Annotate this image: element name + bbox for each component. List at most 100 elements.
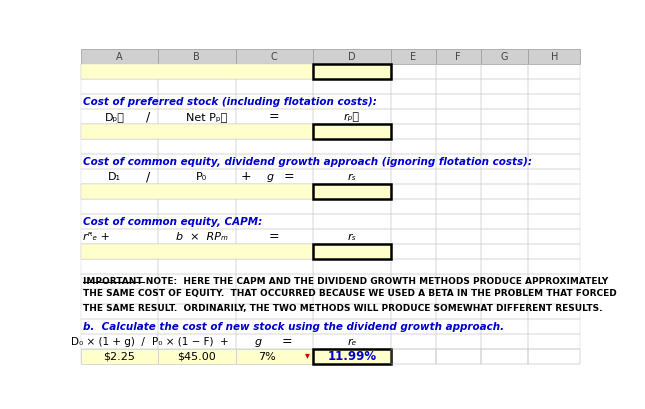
Bar (81, 124, 313, 139)
Bar (235, 349, 313, 364)
Text: /: / (146, 110, 150, 123)
Bar (481, 349, 528, 364)
Bar (235, 289, 313, 304)
Bar (528, 214, 580, 229)
Bar (81, 304, 158, 319)
Bar (528, 349, 580, 364)
Bar (81, 109, 158, 124)
Bar (391, 334, 435, 349)
Bar (528, 64, 580, 79)
Bar (435, 214, 481, 229)
Bar (158, 169, 235, 184)
Bar (158, 289, 235, 304)
Bar (81, 139, 158, 154)
Text: +: + (241, 170, 251, 183)
Bar (158, 334, 235, 349)
Bar (391, 319, 435, 334)
Bar (481, 154, 528, 169)
Bar (81, 199, 158, 214)
Bar (435, 349, 481, 364)
Text: rₛ: rₛ (348, 231, 356, 242)
Bar (158, 259, 235, 274)
Bar (158, 184, 235, 199)
Bar (435, 319, 481, 334)
Bar (528, 349, 580, 364)
Text: $2.25: $2.25 (103, 351, 135, 362)
Bar (81, 184, 313, 199)
Bar (391, 229, 435, 244)
Text: D: D (348, 52, 355, 62)
Bar (528, 319, 580, 334)
Bar (313, 64, 390, 79)
Bar (481, 79, 528, 94)
Bar (528, 334, 580, 349)
Bar (158, 139, 235, 154)
Bar (81, 94, 158, 109)
Bar (81, 169, 158, 184)
Text: =: = (269, 110, 280, 123)
Bar (235, 229, 313, 244)
Bar (528, 199, 580, 214)
Text: Dₚ⁦: Dₚ⁦ (104, 112, 124, 121)
Bar (235, 139, 313, 154)
Bar (313, 124, 390, 139)
Bar (435, 304, 481, 319)
Bar (528, 154, 580, 169)
Bar (528, 94, 580, 109)
Text: F: F (455, 52, 461, 62)
Bar (481, 274, 528, 289)
Bar (391, 64, 435, 79)
Text: 11.99%: 11.99% (327, 350, 377, 363)
Bar (528, 49, 580, 64)
Bar (391, 94, 435, 109)
Bar (481, 214, 528, 229)
Bar (528, 244, 580, 259)
Bar (481, 349, 528, 364)
Bar (313, 349, 390, 364)
Bar (528, 259, 580, 274)
Bar (391, 139, 435, 154)
Bar (158, 199, 235, 214)
Bar (391, 289, 435, 304)
Text: ▾: ▾ (304, 350, 310, 360)
Bar (528, 169, 580, 184)
Bar (481, 169, 528, 184)
Text: P₀ × (1 − F)  +: P₀ × (1 − F) + (152, 337, 229, 346)
Bar (158, 214, 235, 229)
Bar (528, 124, 580, 139)
Bar (235, 124, 313, 139)
Text: =: = (269, 230, 280, 243)
Bar (81, 154, 158, 169)
Bar (528, 139, 580, 154)
Text: $45.00: $45.00 (177, 351, 216, 362)
Bar (528, 184, 580, 199)
Bar (81, 184, 158, 199)
Bar (81, 259, 158, 274)
Text: B: B (194, 52, 200, 62)
Bar (481, 64, 528, 79)
Bar (313, 274, 390, 289)
Bar (81, 229, 158, 244)
Bar (528, 229, 580, 244)
Bar (235, 199, 313, 214)
Bar (435, 199, 481, 214)
Bar (435, 334, 481, 349)
Bar (391, 274, 435, 289)
Bar (435, 154, 481, 169)
Bar (391, 214, 435, 229)
Bar (313, 169, 390, 184)
Bar (435, 259, 481, 274)
Text: 7%: 7% (258, 351, 275, 362)
Bar (235, 184, 313, 199)
Bar (528, 79, 580, 94)
Bar (158, 349, 235, 364)
Bar (313, 289, 390, 304)
Bar (313, 229, 390, 244)
Bar (435, 94, 481, 109)
Bar (313, 49, 390, 64)
Bar (158, 154, 235, 169)
Bar (158, 79, 235, 94)
Text: THE SAME RESULT.  ORDINARILY, THE TWO METHODS WILL PRODUCE SOMEWHAT DIFFERENT RE: THE SAME RESULT. ORDINARILY, THE TWO MET… (83, 304, 602, 313)
Bar (313, 79, 390, 94)
Text: Net Pₚ⁦: Net Pₚ⁦ (186, 112, 228, 121)
